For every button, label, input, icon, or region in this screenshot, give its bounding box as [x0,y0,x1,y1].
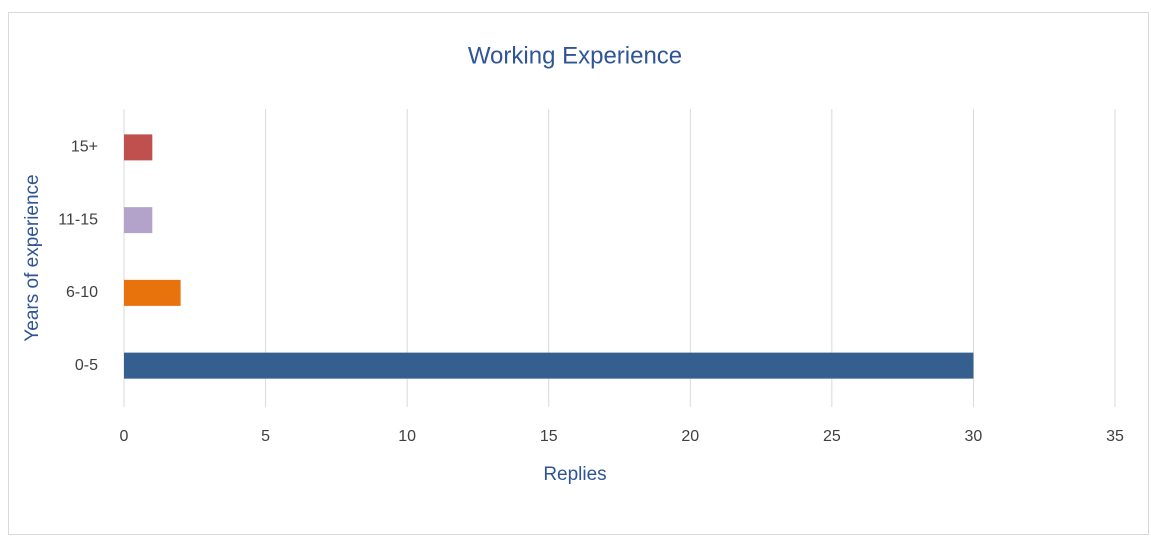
x-tick-label: 5 [261,428,270,445]
bar [124,352,974,379]
x-tick-label: 35 [1106,428,1124,445]
x-tick-label: 30 [965,428,983,445]
chart-title: Working Experience [468,42,682,69]
bar [124,279,181,306]
y-tick-label: 0-5 [75,357,98,374]
y-tick-label: 11-15 [58,211,98,228]
x-tick-label: 0 [120,428,129,445]
y-tick-label: 6-10 [66,284,98,301]
x-tick-label: 20 [681,428,699,445]
y-axis-label: Years of experience [22,174,43,341]
x-tick-label: 15 [540,428,558,445]
bar [124,134,153,161]
bar [124,207,153,234]
y-tick-label: 15+ [71,139,98,156]
x-tick-label: 25 [823,428,841,445]
x-tick-label: 10 [398,428,416,445]
chart-border [8,12,1149,535]
x-axis-label: Replies [543,464,606,485]
